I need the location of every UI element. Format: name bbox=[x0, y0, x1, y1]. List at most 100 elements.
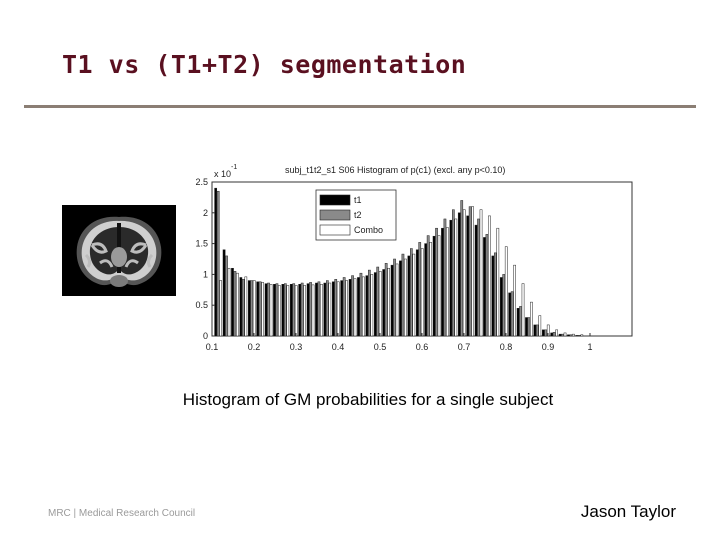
bar-t2-39 bbox=[544, 329, 548, 337]
bar-t2-17 bbox=[359, 272, 363, 337]
bar-t1-33 bbox=[491, 255, 495, 337]
bar-combo-14 bbox=[336, 281, 340, 337]
bar-t2-42 bbox=[569, 334, 573, 337]
bar-combo-4 bbox=[252, 280, 256, 337]
x-tick-label-1: 0.2 bbox=[248, 342, 261, 352]
bar-t1-11 bbox=[306, 283, 310, 337]
title-divider bbox=[24, 105, 696, 108]
bar-t1-19 bbox=[373, 272, 377, 337]
bar-t1-13 bbox=[323, 282, 327, 337]
legend-label-t1: t1 bbox=[354, 195, 362, 205]
bar-t1-23 bbox=[407, 255, 411, 337]
histogram-chart: subj_t1t2_s1 S06 Histogram of p(c1) (exc… bbox=[195, 164, 633, 352]
bar-combo-33 bbox=[496, 227, 500, 337]
bar-t1-12 bbox=[315, 282, 318, 337]
bar-t1-17 bbox=[357, 277, 360, 337]
bar-t1-29 bbox=[457, 212, 461, 337]
bar-t2-9 bbox=[292, 283, 296, 337]
bar-t1-22 bbox=[399, 260, 402, 337]
bar-combo-24 bbox=[420, 248, 424, 337]
bar-t2-34 bbox=[502, 274, 506, 337]
bar-t2-36 bbox=[519, 306, 522, 337]
bar-combo-6 bbox=[269, 284, 273, 337]
bar-combo-7 bbox=[278, 285, 281, 337]
bar-combo-15 bbox=[345, 280, 348, 337]
bar-t2-43 bbox=[578, 335, 581, 337]
legend-swatch-t1 bbox=[319, 194, 351, 206]
x-tick-label-9: 1 bbox=[587, 342, 592, 352]
slide-title: T1 vs (T1+T2) segmentation bbox=[62, 50, 467, 79]
bar-t1-7 bbox=[273, 284, 276, 337]
bar-combo-38 bbox=[538, 315, 542, 337]
bar-combo-29 bbox=[462, 209, 466, 337]
bar-t2-19 bbox=[376, 266, 380, 337]
bar-t1-39 bbox=[541, 329, 545, 337]
bar-combo-41 bbox=[563, 332, 567, 337]
bar-combo-10 bbox=[303, 285, 306, 337]
bar-combo-22 bbox=[404, 258, 407, 337]
bar-t2-21 bbox=[393, 258, 396, 337]
bar-t2-28 bbox=[452, 209, 455, 337]
bar-t2-37 bbox=[527, 317, 531, 337]
bar-t2-32 bbox=[485, 234, 489, 337]
bar-combo-9 bbox=[294, 285, 298, 337]
y-tick-label-0: 0 bbox=[203, 331, 208, 341]
plot-area: 0 0.5 1 1.5 2 2.5 0.1 0.2 0.3 0.4 0.5 0.6 0.7 0.8 0.9 1… bbox=[195, 177, 633, 352]
bar-combo-16 bbox=[353, 278, 357, 337]
bar-t1-30 bbox=[466, 215, 470, 337]
bar-t2-26 bbox=[435, 227, 438, 337]
chart-title: subj_t1t2_s1 S06 Histogram of p(c1) (exc… bbox=[285, 165, 505, 175]
bar-combo-25 bbox=[429, 242, 432, 337]
bar-t1-32 bbox=[483, 237, 486, 337]
bar-t1-8 bbox=[281, 284, 285, 337]
bar-t2-7 bbox=[275, 283, 279, 337]
bar-t2-30 bbox=[468, 206, 472, 337]
x-tick-label-6: 0.7 bbox=[458, 342, 471, 352]
bar-t2-11 bbox=[309, 282, 312, 337]
bar-combo-40 bbox=[555, 329, 558, 337]
bar-t2-18 bbox=[368, 269, 371, 337]
bar-t2-38 bbox=[536, 324, 539, 337]
bar-combo-36 bbox=[521, 283, 525, 337]
bar-t2-22 bbox=[401, 253, 405, 337]
bar-t1-35 bbox=[508, 292, 512, 337]
bar-combo-11 bbox=[311, 284, 315, 337]
bar-combo-8 bbox=[286, 285, 290, 337]
bar-combo-43 bbox=[580, 334, 584, 337]
bar-combo-2 bbox=[236, 272, 239, 337]
bar-combo-3 bbox=[244, 276, 248, 337]
bar-t1-1 bbox=[222, 249, 226, 337]
bar-t2-14 bbox=[334, 279, 338, 337]
bar-combo-30 bbox=[471, 206, 474, 337]
bar-t1-25 bbox=[424, 243, 428, 337]
bar-t1-34 bbox=[499, 277, 503, 337]
legend-swatch-combo bbox=[319, 224, 351, 236]
bar-t1-15 bbox=[340, 280, 344, 337]
figure-caption: Histogram of GM probabilities for a sing… bbox=[182, 390, 554, 409]
bar-t2-4 bbox=[250, 280, 254, 337]
bar-t1-26 bbox=[432, 235, 436, 337]
bar-t1-40 bbox=[550, 332, 554, 337]
author-name: Jason Taylor bbox=[580, 502, 676, 521]
bar-combo-26 bbox=[437, 235, 441, 337]
y-tick-label-2: 1 bbox=[203, 269, 208, 279]
bar-combo-5 bbox=[261, 282, 264, 337]
y-tick-label-1: 0.5 bbox=[195, 300, 208, 310]
bar-t2-16 bbox=[351, 275, 354, 337]
bar-t1-16 bbox=[348, 279, 352, 337]
bar-t1-10 bbox=[298, 284, 302, 337]
bar-t1-5 bbox=[256, 281, 260, 337]
y-exponent-label: x 10 bbox=[214, 169, 231, 179]
bar-t1-38 bbox=[533, 324, 537, 337]
bar-combo-0 bbox=[219, 280, 222, 337]
bar-t2-27 bbox=[443, 218, 447, 337]
bar-t2-2 bbox=[233, 271, 237, 337]
bar-t1-42 bbox=[567, 334, 570, 337]
bar-combo-21 bbox=[395, 263, 399, 337]
y-tick-label-3: 1.5 bbox=[195, 239, 208, 249]
bar-t2-5 bbox=[258, 281, 262, 337]
bar-t2-41 bbox=[561, 333, 564, 337]
bar-t2-29 bbox=[460, 200, 464, 337]
legend-label-combo: Combo bbox=[354, 225, 383, 235]
bar-t1-2 bbox=[231, 267, 234, 337]
